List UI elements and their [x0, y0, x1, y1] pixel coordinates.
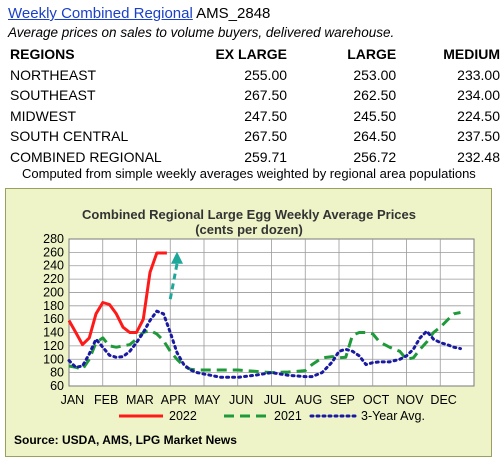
table-header-cell: MEDIUM — [443, 46, 500, 63]
x-tick-label: DEC — [430, 393, 456, 407]
y-tick-label: 80 — [50, 366, 64, 380]
y-tick-label: 180 — [43, 299, 64, 313]
y-tick-label: 260 — [43, 245, 64, 259]
table-cell: 245.50 — [353, 107, 397, 124]
y-tick-label: 120 — [43, 339, 64, 353]
table-cell: MIDWEST — [10, 107, 77, 124]
x-tick-label: AUG — [295, 393, 322, 407]
x-tick-label: JUL — [264, 393, 286, 407]
x-tick-label: OCT — [363, 393, 390, 407]
table-cell: 267.50 — [244, 87, 288, 104]
report-subtitle: Average prices on sales to volume buyers… — [8, 25, 395, 40]
x-tick-label: SEP — [330, 393, 355, 407]
y-tick-label: 240 — [43, 259, 64, 273]
table-cell: NORTHEAST — [10, 66, 97, 83]
table-cell: 233.00 — [457, 66, 500, 83]
report-title: Weekly Combined Regional AMS_2848 — [8, 5, 270, 22]
table-cell: 256.72 — [353, 148, 397, 165]
report-code: AMS_2848 — [196, 5, 271, 22]
trend-arrow-line — [168, 263, 179, 300]
series-line-0 — [67, 251, 167, 347]
chart-subtitle: (cents per dozen) — [195, 222, 303, 237]
y-tick-label: 200 — [43, 285, 64, 299]
table-cell: 234.00 — [457, 87, 500, 104]
x-tick-label: JAN — [61, 393, 85, 407]
y-tick-label: 60 — [50, 379, 64, 393]
table-cell: 264.50 — [353, 128, 397, 145]
table-cell: 247.50 — [244, 107, 288, 124]
chart-title: Combined Regional Large Egg Weekly Avera… — [82, 207, 416, 222]
table-row: SOUTH CENTRAL 267.50 264.50 237.50 — [10, 126, 500, 147]
computed-note: Computed from simple weekly averages wei… — [22, 166, 476, 181]
y-tick-label: 140 — [43, 326, 64, 340]
y-tick-label: 280 — [43, 232, 64, 246]
table-row: COMBINED REGIONAL 259.71 256.72 232.48 — [10, 147, 500, 168]
table-cell: 259.71 — [244, 148, 288, 165]
table-cell: 224.50 — [457, 107, 500, 124]
table-cell: 255.00 — [244, 66, 288, 83]
y-tick-label: 160 — [43, 312, 64, 326]
table-cell: 253.00 — [353, 66, 397, 83]
table-cell: 267.50 — [244, 128, 288, 145]
table-row: SOUTHEAST 267.50 262.50 234.00 — [10, 85, 500, 106]
chart-panel: 60 80 100 120 140 160 180 200 220 240 260 280 JAN FEB… — [5, 188, 492, 457]
table-cell: 232.48 — [457, 148, 500, 165]
table-row: MIDWEST 247.50 245.50 224.50 — [10, 106, 500, 127]
table-header-cell: LARGE — [347, 46, 397, 63]
legend-label: 3-Year Avg. — [361, 409, 425, 423]
legend-label: 2022 — [169, 409, 197, 423]
x-tick-label: JUN — [229, 393, 253, 407]
regions-table: REGIONS EX LARGE LARGE MEDIUM NORTHEAST 255.0… — [10, 44, 500, 167]
y-tick-label: 220 — [43, 272, 64, 286]
x-tick-label: NOV — [396, 393, 424, 407]
series-line-2 — [67, 309, 462, 379]
report-link[interactable]: Weekly Combined Regional — [8, 5, 193, 22]
table-cell: COMBINED REGIONAL — [10, 148, 162, 165]
source-note: Source: USDA, AMS, LPG Market News — [14, 433, 237, 447]
table-header-row: REGIONS EX LARGE LARGE MEDIUM — [10, 44, 500, 65]
table-cell: SOUTH CENTRAL — [10, 128, 129, 145]
y-tick-label: 100 — [43, 352, 64, 366]
table-header-cell: EX LARGE — [215, 46, 288, 63]
x-tick-label: MAY — [194, 393, 221, 407]
legend-label: 2021 — [274, 409, 302, 423]
trend-arrow-head — [171, 251, 183, 264]
table-cell: 262.50 — [353, 87, 397, 104]
table-row: NORTHEAST 255.00 253.00 233.00 — [10, 65, 500, 86]
table-cell: 237.50 — [457, 128, 500, 145]
x-tick-label: MAR — [126, 393, 154, 407]
x-tick-label: APR — [161, 393, 187, 407]
x-tick-label: FEB — [94, 393, 118, 407]
table-header-cell: REGIONS — [10, 46, 75, 63]
table-cell: SOUTHEAST — [10, 87, 96, 104]
